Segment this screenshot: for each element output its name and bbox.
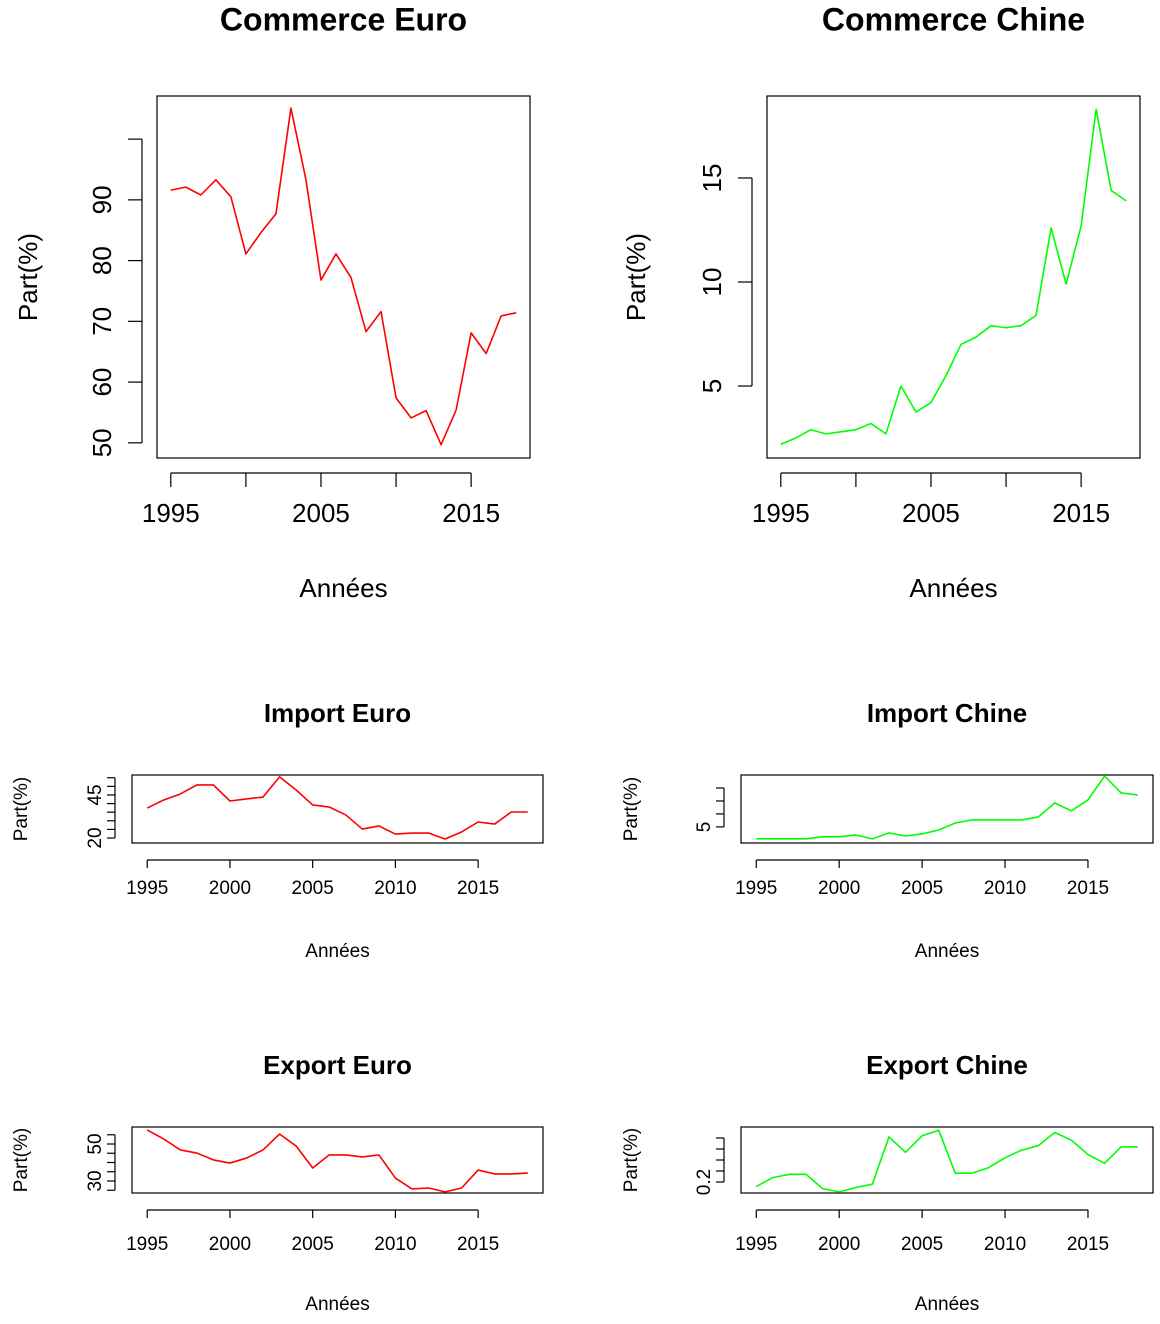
data-line <box>755 1129 1138 1193</box>
x-tick-label: 2000 <box>818 878 860 899</box>
x-tick-label: 2005 <box>292 498 350 528</box>
x-tick-label: 1995 <box>126 878 168 899</box>
y-tick-label: 50 <box>85 1133 106 1154</box>
y-tick-label: 60 <box>87 368 117 397</box>
x-tick-label: 2005 <box>292 878 334 899</box>
y-tick-label: 90 <box>87 185 117 214</box>
data-line <box>146 1129 528 1193</box>
chart-title: Import Euro <box>264 698 411 728</box>
chart-title: Commerce Chine <box>822 1 1085 37</box>
x-tick-label: 1995 <box>752 498 810 528</box>
y-tick-label: 0.2 <box>694 1169 715 1195</box>
x-tick-label: 2000 <box>209 878 251 899</box>
y-tick-label: 20 <box>85 827 106 848</box>
y-tick-label: 30 <box>85 1170 106 1191</box>
chart-title: Commerce Euro <box>220 1 467 37</box>
data-line <box>146 776 528 840</box>
x-tick-label: 2010 <box>374 878 416 899</box>
y-axis-title: Part(%) <box>621 233 651 321</box>
y-tick-label: 15 <box>697 164 727 193</box>
plot-box <box>740 774 1154 844</box>
y-axis-title: Part(%) <box>11 1128 32 1192</box>
plot-box <box>766 95 1141 459</box>
chart-title: Export Euro <box>263 1050 412 1080</box>
plot-box <box>131 774 544 844</box>
y-axis-title: Part(%) <box>11 777 32 841</box>
y-tick-label: 70 <box>87 307 117 336</box>
x-tick-label: 2005 <box>902 498 960 528</box>
x-tick-label: 1995 <box>735 1234 777 1255</box>
y-tick-label: 5 <box>694 822 715 833</box>
data-line <box>780 108 1127 446</box>
y-tick-label: 50 <box>87 428 117 457</box>
x-axis-title: Années <box>909 573 997 603</box>
plot-box <box>740 1126 1154 1194</box>
y-axis-title: Part(%) <box>621 1128 642 1192</box>
x-tick-label: 2000 <box>818 1234 860 1255</box>
x-tick-label: 1995 <box>126 1234 168 1255</box>
x-tick-label: 2010 <box>984 1234 1026 1255</box>
x-tick-label: 2010 <box>984 878 1026 899</box>
x-axis-title: Années <box>915 941 979 962</box>
x-tick-label: 2005 <box>901 878 943 899</box>
x-tick-label: 1995 <box>142 498 200 528</box>
y-axis-title: Part(%) <box>13 233 43 321</box>
y-axis-title: Part(%) <box>621 777 642 841</box>
chart-title: Export Chine <box>866 1050 1028 1080</box>
x-tick-label: 2005 <box>292 1234 334 1255</box>
x-axis-title: Années <box>299 573 387 603</box>
x-tick-label: 2015 <box>442 498 500 528</box>
data-line <box>170 107 517 446</box>
x-tick-label: 2015 <box>1067 1234 1109 1255</box>
x-tick-label: 2015 <box>1067 878 1109 899</box>
x-axis-title: Années <box>305 1294 369 1315</box>
y-tick-label: 45 <box>85 784 106 805</box>
data-line <box>756 775 1138 840</box>
x-axis-title: Années <box>305 941 369 962</box>
x-tick-label: 1995 <box>735 878 777 899</box>
y-tick-label: 80 <box>87 246 117 275</box>
y-tick-label: 10 <box>697 268 727 297</box>
x-tick-label: 2015 <box>457 1234 499 1255</box>
x-tick-label: 2015 <box>457 878 499 899</box>
x-axis-title: Années <box>915 1294 979 1315</box>
chart-title: Import Chine <box>867 698 1027 728</box>
x-tick-label: 2015 <box>1052 498 1110 528</box>
y-tick-label: 5 <box>697 379 727 393</box>
plot-box <box>156 95 531 459</box>
x-tick-label: 2000 <box>209 1234 251 1255</box>
x-tick-label: 2005 <box>901 1234 943 1255</box>
x-tick-label: 2010 <box>374 1234 416 1255</box>
plot-box <box>131 1126 544 1194</box>
